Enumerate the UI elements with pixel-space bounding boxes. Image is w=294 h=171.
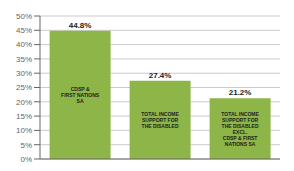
svg-text:25%: 25% bbox=[16, 83, 32, 92]
svg-text:CDSP &FIRST NATIONSSA: CDSP &FIRST NATIONSSA bbox=[61, 86, 100, 104]
svg-text:35%: 35% bbox=[16, 55, 32, 64]
svg-text:50%: 50% bbox=[16, 12, 32, 21]
svg-text:15%: 15% bbox=[16, 112, 32, 121]
svg-text:27.4%: 27.4% bbox=[149, 71, 172, 80]
svg-text:10%: 10% bbox=[16, 126, 32, 135]
svg-text:21.2%: 21.2% bbox=[229, 88, 252, 97]
svg-text:45%: 45% bbox=[16, 26, 32, 35]
svg-text:TOTAL INCOMESUPPORT FORTHE DIS: TOTAL INCOMESUPPORT FORTHE DISABLEDEXCL.… bbox=[221, 111, 259, 147]
svg-text:20%: 20% bbox=[16, 98, 32, 107]
svg-text:44.8%: 44.8% bbox=[69, 21, 92, 30]
svg-text:5%: 5% bbox=[20, 141, 32, 150]
svg-text:30%: 30% bbox=[16, 69, 32, 78]
svg-text:40%: 40% bbox=[16, 40, 32, 49]
svg-text:0%: 0% bbox=[20, 155, 32, 163]
svg-text:TOTAL INCOMESUPPORT FORTHE DIS: TOTAL INCOMESUPPORT FORTHE DISABLED bbox=[141, 111, 179, 129]
